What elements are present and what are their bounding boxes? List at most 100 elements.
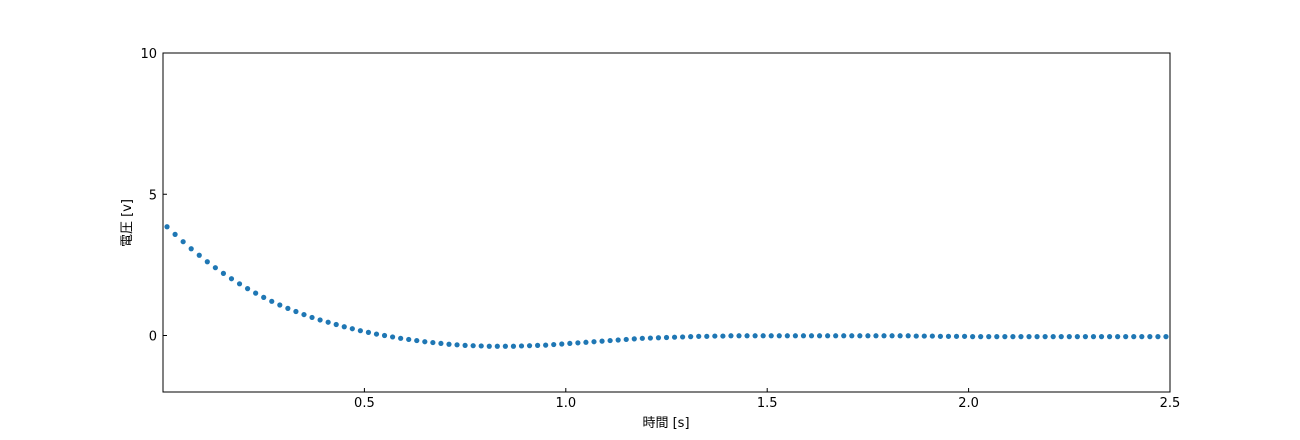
data-point bbox=[559, 341, 565, 347]
data-point bbox=[535, 342, 541, 348]
data-point bbox=[422, 339, 428, 345]
data-point bbox=[430, 339, 436, 346]
data-point bbox=[680, 334, 686, 340]
data-point bbox=[285, 305, 291, 311]
data-point bbox=[953, 333, 960, 339]
data-point bbox=[462, 342, 468, 348]
data-point bbox=[978, 334, 984, 340]
data-point bbox=[986, 334, 992, 340]
data-point bbox=[760, 333, 766, 339]
data-point bbox=[816, 333, 823, 339]
data-point bbox=[1018, 334, 1024, 340]
y-tick-label: 0 bbox=[149, 330, 157, 345]
data-point bbox=[470, 343, 476, 349]
data-point bbox=[373, 331, 380, 337]
data-point bbox=[833, 333, 839, 339]
data-point bbox=[438, 340, 444, 347]
data-point bbox=[1115, 334, 1121, 340]
data-point bbox=[261, 294, 267, 300]
data-point bbox=[212, 265, 218, 271]
data-point bbox=[631, 336, 637, 342]
y-tick-label: 10 bbox=[140, 47, 157, 62]
plot-area-frame bbox=[162, 52, 1171, 393]
data-point bbox=[825, 333, 831, 339]
data-point bbox=[639, 335, 645, 341]
x-tick-label: 2.0 bbox=[958, 396, 979, 411]
data-point bbox=[704, 333, 710, 339]
data-point bbox=[567, 340, 573, 347]
data-point bbox=[357, 328, 363, 334]
data-point bbox=[736, 333, 742, 339]
data-point bbox=[889, 333, 895, 339]
data-point bbox=[776, 333, 782, 339]
y-axis-label: 電圧 [v] bbox=[120, 199, 135, 247]
data-point bbox=[1098, 334, 1105, 340]
data-point bbox=[599, 338, 605, 344]
data-point bbox=[269, 298, 275, 304]
data-point bbox=[333, 321, 339, 328]
data-point bbox=[1058, 334, 1064, 340]
data-point bbox=[551, 341, 557, 348]
data-point bbox=[406, 336, 412, 343]
data-point bbox=[841, 333, 847, 339]
y-tick-label: 5 bbox=[149, 188, 157, 203]
data-point bbox=[309, 314, 315, 321]
data-point bbox=[1034, 334, 1040, 340]
x-tick-label: 0.5 bbox=[354, 396, 375, 411]
data-point bbox=[1002, 334, 1008, 340]
data-point bbox=[446, 341, 452, 347]
data-series bbox=[164, 224, 1169, 349]
data-point bbox=[728, 333, 734, 339]
data-point bbox=[905, 333, 911, 339]
data-point bbox=[389, 334, 396, 340]
data-point bbox=[502, 343, 508, 349]
data-point bbox=[1074, 334, 1080, 340]
data-point bbox=[1066, 334, 1072, 340]
data-point bbox=[929, 333, 935, 339]
data-point bbox=[865, 333, 871, 339]
data-point bbox=[1106, 334, 1113, 340]
data-point bbox=[720, 333, 726, 339]
data-point bbox=[341, 324, 347, 330]
data-point bbox=[236, 281, 243, 287]
data-point bbox=[454, 342, 460, 348]
data-point bbox=[671, 334, 678, 340]
data-point bbox=[913, 333, 919, 339]
data-point bbox=[607, 337, 613, 344]
data-point bbox=[881, 333, 887, 339]
data-point bbox=[349, 326, 355, 332]
data-point bbox=[768, 333, 774, 339]
data-point bbox=[1131, 334, 1137, 340]
data-point bbox=[961, 333, 968, 339]
data-point bbox=[752, 333, 758, 339]
data-point bbox=[478, 343, 484, 349]
data-point bbox=[945, 333, 952, 339]
data-point bbox=[1050, 334, 1056, 340]
data-point bbox=[583, 339, 589, 345]
data-point bbox=[591, 339, 597, 345]
data-point bbox=[873, 333, 879, 339]
data-point bbox=[1139, 334, 1145, 340]
data-point bbox=[784, 333, 790, 339]
data-point bbox=[575, 340, 581, 346]
x-tick-label: 1.0 bbox=[555, 396, 576, 411]
data-point bbox=[220, 270, 227, 276]
data-point bbox=[164, 224, 170, 230]
data-point bbox=[188, 246, 194, 252]
data-point bbox=[204, 259, 210, 265]
data-point bbox=[325, 319, 331, 325]
data-point bbox=[526, 343, 533, 349]
data-point bbox=[623, 336, 629, 343]
data-point bbox=[494, 343, 500, 349]
data-point bbox=[317, 317, 323, 323]
data-point bbox=[486, 343, 492, 349]
data-point bbox=[1123, 334, 1129, 340]
data-point bbox=[381, 332, 388, 339]
data-point bbox=[921, 333, 927, 339]
data-point bbox=[970, 334, 976, 340]
data-point bbox=[1090, 334, 1097, 340]
data-point bbox=[696, 333, 702, 339]
data-point bbox=[857, 333, 863, 339]
data-point bbox=[744, 333, 750, 339]
